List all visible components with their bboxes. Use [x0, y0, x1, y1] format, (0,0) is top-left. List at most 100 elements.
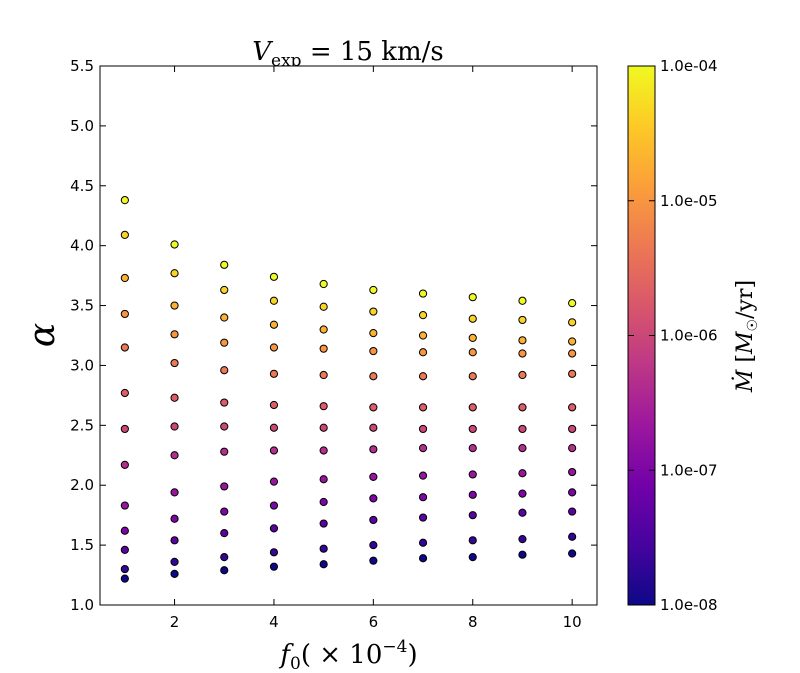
- data-point: [220, 552, 229, 562]
- colorbar-tick-label: 1.0e-04: [660, 57, 718, 75]
- data-point: [170, 536, 179, 545]
- data-point: [468, 424, 477, 434]
- data-point: [369, 307, 378, 316]
- data-point: [568, 443, 577, 453]
- data-point: [468, 536, 477, 545]
- data-point: [369, 472, 378, 481]
- data-point: [369, 556, 378, 565]
- colorbar-ticks: 1.0e-08 1.0e-07 1.0e-06 1.0e-05 1.0e-04: [628, 57, 718, 614]
- data-point: [369, 541, 378, 550]
- axis-ticks: 2 4 6 8 10 1.0 1.5 2.0 2.5 3.0 3.5 4.0 4.5 5.0 5.5: [70, 57, 597, 631]
- data-point: [170, 557, 179, 566]
- colorbar-tick-label: 1.0e-06: [660, 327, 718, 345]
- chart-title: Vexp = 15 km/s: [252, 37, 444, 71]
- data-point: [170, 269, 179, 278]
- data-point: [518, 550, 527, 559]
- data-point: [369, 285, 378, 295]
- data-point: [468, 443, 477, 453]
- y-tick-label: 3.5: [70, 297, 94, 315]
- data-point: [269, 343, 279, 352]
- data-point: [120, 460, 129, 469]
- data-point: [369, 494, 378, 503]
- data-point: [220, 507, 229, 516]
- data-point: [269, 400, 279, 410]
- data-point: [468, 552, 477, 562]
- data-point: [319, 560, 328, 569]
- data-point: [120, 388, 129, 398]
- data-point: [568, 299, 577, 308]
- data-point: [369, 372, 378, 381]
- data-point: [518, 370, 527, 380]
- data-point: [468, 314, 477, 323]
- data-point: [319, 446, 328, 455]
- data-point: [568, 549, 577, 558]
- data-point: [269, 477, 279, 486]
- x-tick-label: 6: [369, 613, 379, 631]
- data-point: [369, 423, 378, 432]
- data-point: [468, 293, 477, 302]
- data-point: [220, 447, 229, 456]
- x-tick-label: 10: [563, 613, 582, 631]
- data-point: [518, 336, 527, 345]
- data-point: [568, 369, 577, 378]
- colorbar-tick-label: 1.0e-08: [660, 596, 718, 614]
- data-point: [418, 372, 428, 381]
- data-point: [418, 471, 428, 480]
- data-point: [319, 497, 328, 507]
- data-point: [319, 302, 328, 311]
- data-point: [568, 349, 577, 358]
- data-point: [220, 366, 229, 375]
- data-point: [170, 422, 179, 431]
- y-tick-label: 5.5: [70, 57, 94, 75]
- colorbar-tick-label: 1.0e-05: [660, 192, 718, 210]
- data-point: [170, 358, 179, 368]
- data-point: [120, 196, 129, 205]
- data-point: [468, 348, 477, 357]
- data-point: [418, 424, 428, 434]
- plot-area: [99, 65, 598, 606]
- data-point: [220, 529, 229, 538]
- data-point: [518, 315, 527, 325]
- data-point: [269, 320, 279, 329]
- data-point: [369, 515, 378, 525]
- data-point: [269, 524, 279, 533]
- data-point: [220, 482, 229, 491]
- data-point: [269, 423, 279, 432]
- data-point: [518, 296, 527, 305]
- data-point: [220, 398, 229, 407]
- data-point: [518, 424, 527, 434]
- data-point: [319, 544, 328, 553]
- x-tick-label: 2: [170, 613, 180, 631]
- data-point: [120, 273, 129, 283]
- data-point: [319, 370, 328, 380]
- y-tick-label: 3.0: [70, 356, 94, 374]
- data-point: [568, 488, 577, 497]
- data-point: [418, 538, 428, 547]
- data-point: [518, 403, 527, 412]
- data-point: [369, 346, 378, 356]
- data-point: [269, 272, 279, 281]
- data-point: [269, 548, 279, 557]
- y-tick-label: 5.0: [70, 117, 94, 135]
- data-point: [418, 331, 428, 340]
- data-point: [120, 230, 129, 239]
- data-point: [568, 337, 577, 346]
- data-point: [369, 329, 378, 338]
- data-point: [568, 318, 577, 327]
- data-point: [418, 311, 428, 320]
- data-point: [418, 513, 428, 522]
- data-point: [319, 279, 328, 289]
- data-point: [269, 446, 279, 455]
- x-tick-label: 4: [269, 613, 279, 631]
- data-point: [369, 445, 378, 454]
- data-point: [518, 535, 527, 544]
- data-point: [220, 338, 229, 347]
- data-point: [568, 532, 577, 541]
- data-points: [120, 196, 577, 583]
- data-point: [468, 511, 477, 520]
- data-point: [568, 424, 577, 434]
- data-point: [120, 564, 129, 574]
- data-point: [518, 489, 527, 498]
- data-point: [468, 490, 477, 499]
